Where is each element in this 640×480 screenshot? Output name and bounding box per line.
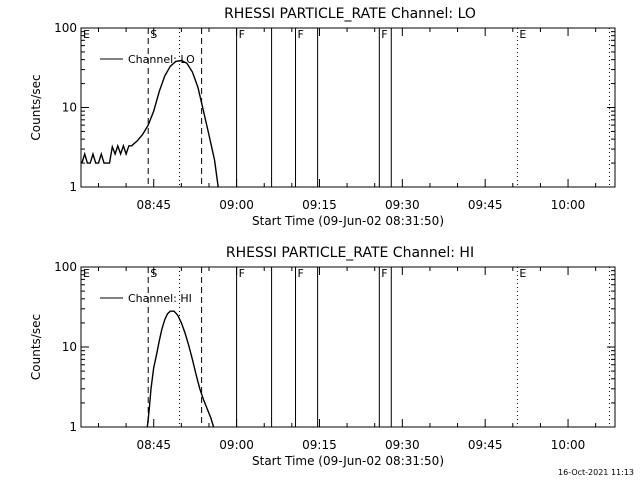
plot-frame xyxy=(80,266,616,428)
x-axis-label: Start Time (09-Jun-02 08:31:50) xyxy=(252,214,444,228)
x-tick-label: 09:00 xyxy=(219,438,254,452)
chart-title: RHESSI PARTICLE_RATE Channel: HI xyxy=(226,245,474,261)
x-tick-label: 08:45 xyxy=(136,438,171,452)
event-marker-label: E xyxy=(83,28,90,41)
y-tick-label: 10 xyxy=(62,101,77,115)
chart-panel-2: RHESSI PARTICLE_RATE Channel: HI 1 10 100 Co… xyxy=(29,245,616,468)
x-tick-label: 09:45 xyxy=(468,438,503,452)
event-marker-label: F xyxy=(239,267,245,280)
event-marker-label: F xyxy=(298,28,304,41)
event-marker-label: E xyxy=(83,267,90,280)
x-tick-label: 09:30 xyxy=(385,438,420,452)
chart-panel-1: RHESSI PARTICLE_RATE Channel: LO 1 10 100 Co… xyxy=(29,6,616,228)
event-marker-label: F xyxy=(239,28,245,41)
event-marker-label: F xyxy=(298,267,304,280)
x-tick-label: 09:30 xyxy=(385,198,420,212)
y-tick-label: 100 xyxy=(54,260,77,274)
plot-frame xyxy=(80,27,616,188)
generation-date: 16-Oct-2021 11:13 xyxy=(558,468,634,477)
event-marker-label: E xyxy=(519,267,526,280)
x-tick-label: 09:15 xyxy=(302,198,337,212)
y-tick-label: 1 xyxy=(69,420,77,434)
x-tick-label: 09:15 xyxy=(302,438,337,452)
x-tick-label: 10:00 xyxy=(551,198,586,212)
x-tick-label: 08:45 xyxy=(136,198,171,212)
chart-title: RHESSI PARTICLE_RATE Channel: LO xyxy=(224,6,476,22)
x-tick-label: 09:45 xyxy=(468,198,503,212)
x-axis-label: Start Time (09-Jun-02 08:31:50) xyxy=(252,454,444,468)
x-tick-label: 09:00 xyxy=(219,198,254,212)
series-line xyxy=(146,310,215,428)
event-marker-label: E xyxy=(519,28,526,41)
series-line xyxy=(81,59,219,188)
x-tick-label: 10:00 xyxy=(551,438,586,452)
y-axis-label: Counts/sec xyxy=(29,314,43,380)
y-tick-label: 1 xyxy=(69,180,77,194)
y-tick-label: 10 xyxy=(62,340,77,354)
y-tick-label: 100 xyxy=(54,21,77,35)
legend-label: Channel: HI xyxy=(128,292,192,305)
legend-label: Channel: LO xyxy=(128,53,195,66)
event-marker-label: F xyxy=(381,28,387,41)
event-marker-label: S xyxy=(150,28,157,41)
y-axis-label: Counts/sec xyxy=(29,74,43,140)
event-marker-label: F xyxy=(381,267,387,280)
event-marker-label: S xyxy=(150,267,157,280)
